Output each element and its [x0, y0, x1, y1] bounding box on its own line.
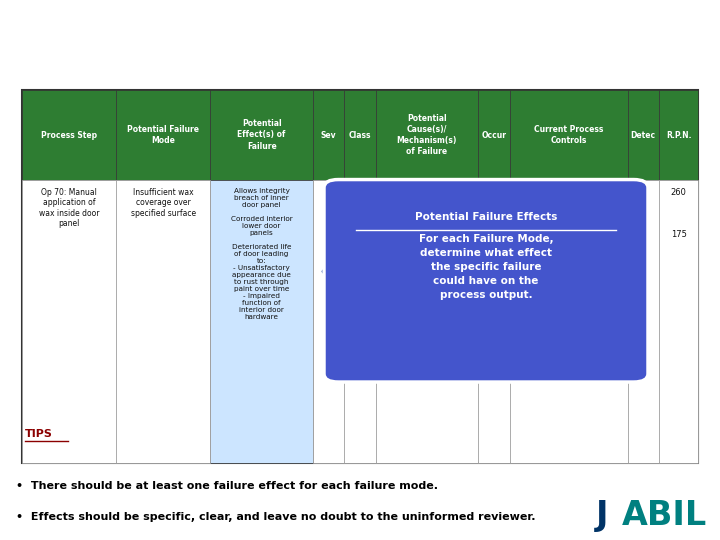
Bar: [344, 179, 376, 463]
Text: TIPS: TIPS: [25, 429, 53, 438]
Text: ABIL: ABIL: [622, 499, 707, 532]
Bar: [116, 179, 210, 463]
Text: J: J: [596, 499, 608, 532]
Bar: [628, 91, 659, 179]
Bar: [344, 91, 376, 179]
Text: Sev: Sev: [320, 131, 336, 139]
Text: Op 70: Manual
application of
wax inside door
panel: Op 70: Manual application of wax inside …: [39, 188, 99, 228]
Text: 7: 7: [326, 188, 331, 197]
Bar: [659, 91, 698, 179]
Bar: [116, 91, 210, 179]
Text: •  Effects should be specific, clear, and leave no doubt to the uninformed revie: • Effects should be specific, clear, and…: [16, 512, 536, 522]
Text: 5: 5: [641, 188, 646, 197]
Text: Allows integrity
breach of inner
door panel

Corroded interior
lower door
panels: Allows integrity breach of inner door pa…: [230, 188, 292, 320]
Text: Current Process
Controls: Current Process Controls: [534, 125, 603, 145]
Bar: [22, 179, 116, 463]
Bar: [312, 179, 344, 463]
Text: Detec: Detec: [631, 131, 656, 139]
Text: PFMEA - Step 2: PFMEA - Step 2: [11, 31, 179, 51]
Text: Occur: Occur: [481, 131, 506, 139]
Text: 260



175: 260 175: [671, 188, 687, 239]
Text: For each Failure Mode,
determine what effect
the specific failure
could have on : For each Failure Mode, determine what ef…: [419, 234, 553, 300]
Text: R.P.N.: R.P.N.: [666, 131, 691, 139]
Text: Manually
inserted spray
h...

Spr...
clo...
- Vi...
high...

- Temp too low
- Pr: Manually inserted spray h... Spr... clo.…: [402, 188, 452, 271]
Bar: [628, 179, 659, 463]
FancyArrowPatch shape: [324, 265, 339, 278]
Bar: [659, 179, 698, 463]
Text: •  There should be at least one failure effect for each failure mode.: • There should be at least one failure e…: [16, 481, 438, 491]
Bar: [22, 91, 116, 179]
Text: Potential
Effect(s) of
Failure: Potential Effect(s) of Failure: [238, 119, 286, 151]
Bar: [312, 91, 344, 179]
Bar: [376, 91, 478, 179]
Text: Insufficient wax
coverage over
specified surface: Insufficient wax coverage over specified…: [131, 188, 196, 218]
Bar: [376, 179, 478, 463]
Bar: [210, 179, 312, 463]
FancyBboxPatch shape: [324, 179, 648, 382]
Text: Process Step: Process Step: [41, 131, 97, 139]
Text: Potential
Cause(s)/
Mechanism(s)
of Failure: Potential Cause(s)/ Mechanism(s) of Fail…: [397, 114, 457, 156]
Text: Potential Failure Effects: Potential Failure Effects: [415, 212, 557, 222]
Text: 8: 8: [491, 188, 497, 197]
Bar: [510, 91, 628, 179]
Text: Potential Failure
Mode: Potential Failure Mode: [127, 125, 199, 145]
Bar: [478, 91, 510, 179]
Text: Class: Class: [348, 131, 372, 139]
Text: Variables check
for film

coverage; Test
spray at start-up
and after idle
period: Variables check for film coverage; Test …: [539, 188, 598, 264]
Bar: [210, 91, 312, 179]
Bar: [510, 179, 628, 463]
Bar: [478, 179, 510, 463]
